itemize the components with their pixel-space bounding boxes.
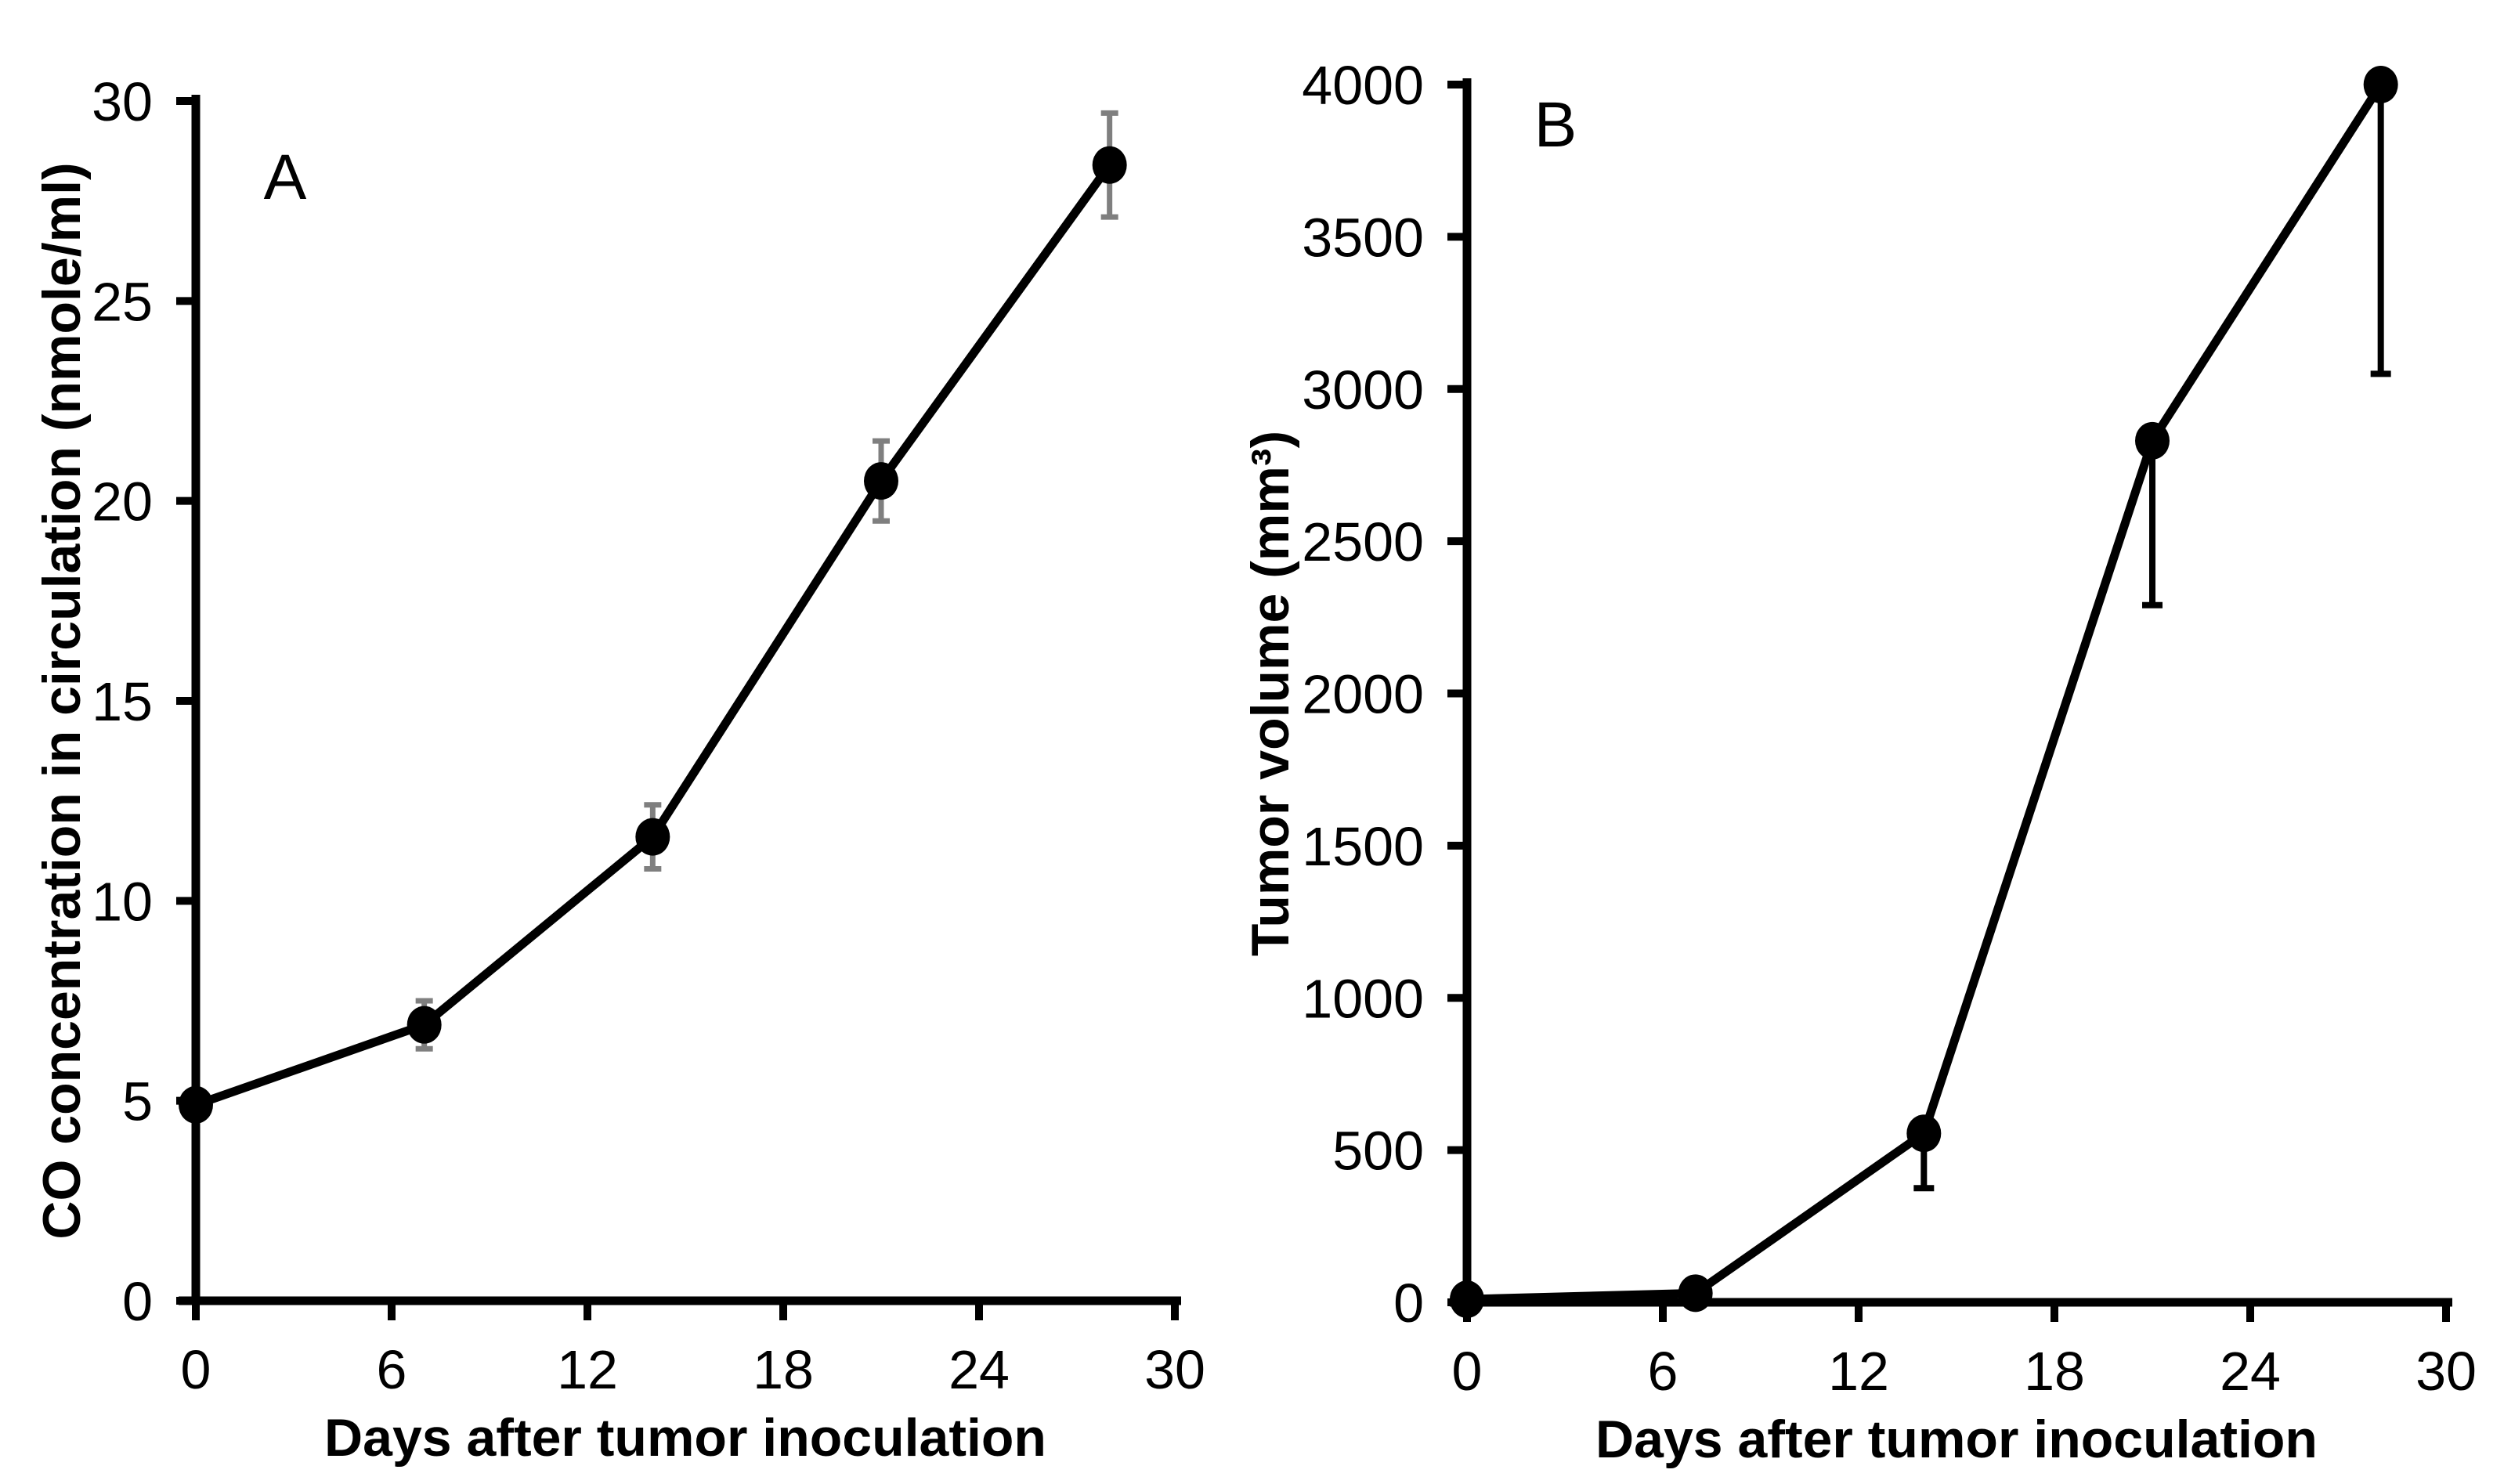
data-point-marker xyxy=(864,462,898,500)
x-tick-label: 12 xyxy=(557,1339,618,1400)
x-tick-label: 18 xyxy=(2024,1341,2085,1402)
x-axis-title: Days after tumor inoculation xyxy=(324,1408,1046,1468)
data-point-marker xyxy=(2363,66,2398,103)
panel-b: 0 500 1000 1500 2000 2500 3000 3500 4000 0 6 12 18 24… xyxy=(1241,55,2477,1469)
error-bar xyxy=(2142,440,2163,608)
y-tick-label: 0 xyxy=(122,1271,153,1332)
data-point-marker xyxy=(179,1085,213,1124)
error-bar xyxy=(2370,85,2391,377)
y-tick-label: 25 xyxy=(92,271,153,332)
y-tick-label: 2500 xyxy=(1302,511,1424,572)
data-point-marker xyxy=(2135,421,2170,460)
y-tick-label: 3500 xyxy=(1302,207,1424,268)
panel-letter: B xyxy=(1534,89,1577,161)
y-tick-label: 30 xyxy=(92,71,153,132)
y-tick-label: 15 xyxy=(92,671,153,732)
data-point-marker xyxy=(1450,1280,1484,1319)
x-tick-label: 0 xyxy=(1452,1341,1483,1402)
y-axis-title: CO concentration in circulation (nmole/m… xyxy=(32,162,92,1239)
y-tick-label: 1500 xyxy=(1302,816,1424,877)
data-point-marker xyxy=(1906,1114,1942,1153)
y-tick-label: 10 xyxy=(92,871,153,932)
x-tick-label: 30 xyxy=(2415,1341,2477,1402)
y-tick-label: 500 xyxy=(1332,1121,1424,1182)
y-tick-label: 3000 xyxy=(1302,359,1424,421)
y-tick-label: 2000 xyxy=(1302,664,1424,725)
x-tick-label: 6 xyxy=(377,1339,407,1400)
x-tick-label: 12 xyxy=(1828,1341,1889,1402)
data-point-marker xyxy=(1678,1274,1713,1312)
y-tick-label: 20 xyxy=(92,471,153,533)
y-tick-label: 5 xyxy=(122,1071,153,1132)
x-tick-label: 18 xyxy=(753,1339,814,1400)
y-tick-label: 4000 xyxy=(1302,55,1424,116)
x-tick-label: 30 xyxy=(1144,1339,1205,1400)
x-tick-label: 24 xyxy=(2220,1341,2281,1402)
x-tick-label: 0 xyxy=(181,1339,211,1400)
panel-letter: A xyxy=(264,142,307,213)
x-tick-label: 6 xyxy=(1648,1341,1678,1402)
panel-a: 0 5 10 15 20 25 30 0 6 12 18 24 30 Days after tumor i… xyxy=(32,71,1205,1468)
y-tick-label: 1000 xyxy=(1302,968,1424,1029)
x-axis-title: Days after tumor inoculation xyxy=(1595,1410,2318,1469)
data-line xyxy=(194,162,1114,1109)
x-tick-label: 24 xyxy=(948,1339,1010,1400)
y-tick-label: 0 xyxy=(1393,1273,1424,1334)
data-point-marker xyxy=(635,818,670,856)
y-axis-title: Tumor volume (mm³) xyxy=(1241,431,1300,956)
data-point-marker xyxy=(1092,146,1127,184)
data-point-marker xyxy=(406,1006,442,1044)
